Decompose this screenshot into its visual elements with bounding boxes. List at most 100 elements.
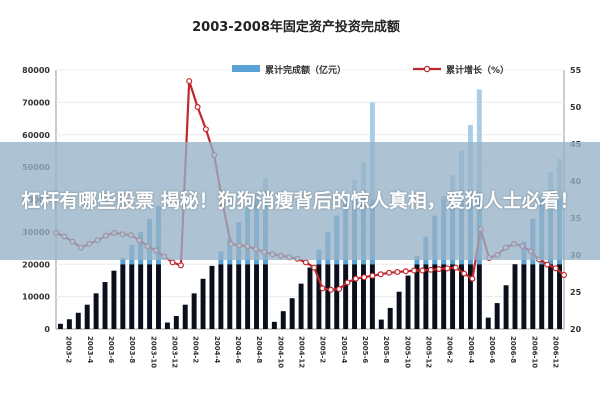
- bar-shadow: [459, 264, 464, 329]
- headline-text: 杠杆有哪些股票 揭秘！狗狗消瘦背后的惊人真相，爱狗人士必看！: [21, 189, 579, 212]
- bar-shadow: [307, 267, 313, 329]
- growth-point: [302, 259, 309, 266]
- x-tick-label: 2005-2: [319, 336, 327, 363]
- bar-shadow: [521, 264, 527, 329]
- x-tick-label: 2004-2: [192, 336, 200, 363]
- bar-shadow: [387, 307, 393, 329]
- chart-title: 2003-2008年固定资产投资完成额: [192, 19, 400, 35]
- bar-shadow: [467, 264, 473, 329]
- x-tick-label: 2004-4: [213, 336, 221, 363]
- bar-shadow: [494, 303, 500, 329]
- growth-point: [361, 274, 368, 281]
- bar-shadow: [262, 264, 268, 329]
- bar-shadow: [548, 264, 554, 329]
- bar-shadow: [378, 319, 384, 329]
- bar-shadow: [156, 264, 161, 329]
- bar-shadow: [361, 264, 366, 329]
- bar-shadow: [503, 285, 509, 329]
- growth-point: [186, 78, 193, 85]
- bar-shadow: [182, 304, 188, 329]
- x-tick-label: 2004-12: [297, 336, 305, 368]
- bar-shadow: [405, 275, 411, 329]
- bar-shadow: [218, 264, 224, 329]
- x-tick-label: 2005-4: [340, 336, 348, 363]
- growth-point: [194, 103, 201, 110]
- bar-shadow: [441, 264, 447, 329]
- bar-shadow: [316, 264, 322, 329]
- x-tick-label: 2004-6: [234, 336, 242, 363]
- x-tick-label: 2006-10: [530, 336, 538, 368]
- x-tick-label: 2005-12: [424, 336, 432, 368]
- x-tick-label: 2005-6: [361, 336, 369, 363]
- bar-shadow: [173, 316, 179, 329]
- bar-shadow: [93, 293, 99, 329]
- growth-point: [202, 126, 209, 133]
- bar-shadow: [75, 312, 81, 329]
- bar-shadow: [245, 264, 251, 329]
- x-tick-label: 2003-4: [86, 336, 94, 363]
- bar-shadow: [396, 291, 402, 329]
- x-tick-label: 2003-10: [149, 336, 157, 368]
- bar-shadow: [512, 264, 518, 329]
- bar-shadow: [343, 264, 349, 329]
- bar-shadow: [129, 264, 135, 329]
- growth-point: [419, 267, 426, 274]
- bar-shadow: [352, 264, 358, 329]
- bar-shadow: [58, 323, 63, 329]
- bar-shadow: [298, 283, 304, 329]
- bar-shadow: [120, 264, 126, 329]
- bar-shadow: [450, 264, 456, 329]
- bar-shadow: [485, 317, 491, 329]
- left-tick-label: 10000: [22, 293, 50, 302]
- bar-shadow: [147, 264, 153, 329]
- left-tick-label: 60000: [22, 131, 50, 140]
- legend-bar-label: 累计完成额（亿元）: [265, 64, 346, 76]
- bar-shadow: [334, 264, 340, 329]
- growth-point: [177, 262, 184, 269]
- x-tick-label: 2006-8: [509, 336, 517, 363]
- growth-point: [336, 286, 343, 293]
- x-tick-label: 2005-10: [403, 336, 411, 368]
- growth-point: [436, 266, 443, 273]
- growth-point: [311, 264, 318, 271]
- bar-shadow: [423, 264, 429, 329]
- x-tick-label: 2004-8: [255, 336, 263, 363]
- growth-point: [369, 272, 376, 279]
- left-tick-label: 70000: [22, 98, 50, 107]
- bar-shadow: [66, 319, 72, 329]
- bar-shadow: [111, 270, 117, 329]
- bar-shadow: [557, 264, 562, 329]
- growth-point: [386, 269, 393, 276]
- bar-shadow: [227, 264, 233, 329]
- growth-point: [452, 264, 459, 271]
- growth-point: [469, 275, 476, 282]
- growth-point: [444, 265, 451, 272]
- bar-shadow: [200, 278, 206, 329]
- growth-point: [427, 266, 434, 273]
- bar-shadow: [414, 264, 420, 329]
- bar-shadow: [102, 282, 108, 329]
- right-tick-label: 55: [570, 66, 582, 75]
- x-axis-ticks: 2003-2 2003-4 2003-6 2003-8 2003-10 2003-12 20…: [65, 336, 560, 368]
- bar-shadow: [84, 304, 90, 329]
- bar-shadow: [325, 264, 331, 329]
- x-tick-label: 2003-8: [128, 336, 136, 363]
- bar-shadow: [209, 265, 215, 329]
- bar-shadow: [280, 311, 286, 329]
- bar-shadow: [271, 321, 277, 329]
- bar-shadow: [539, 264, 545, 329]
- growth-point: [394, 269, 401, 276]
- growth-point: [411, 267, 418, 274]
- bar-shadow: [476, 264, 482, 329]
- bar-shadow: [432, 264, 438, 329]
- right-tick-label: 20: [570, 325, 582, 334]
- x-tick-label: 2006-2: [446, 336, 454, 363]
- bar-shadow: [369, 264, 375, 329]
- growth-point: [169, 259, 176, 266]
- bar-shadow: [530, 264, 536, 329]
- growth-point: [327, 286, 334, 293]
- growth-point: [544, 261, 551, 268]
- growth-point: [319, 285, 326, 292]
- bar-shadow: [164, 322, 170, 329]
- x-tick-label: 2005-8: [382, 336, 390, 363]
